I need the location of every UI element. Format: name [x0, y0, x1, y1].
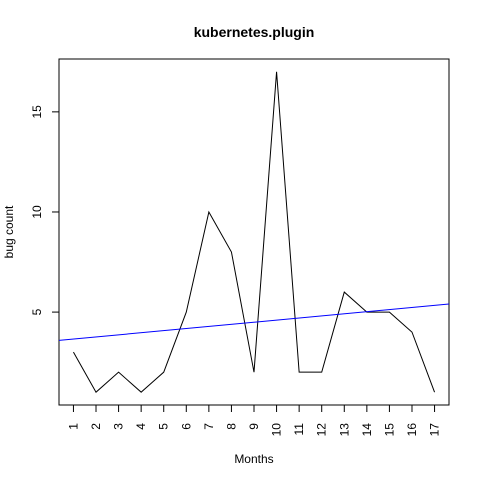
- x-tick-label: 6: [179, 423, 193, 430]
- x-tick-label: 15: [382, 423, 396, 437]
- plot-area: [59, 72, 449, 392]
- plot-frame: [59, 59, 449, 405]
- y-axis: 5 10 15: [30, 105, 59, 316]
- x-tick-label: 1: [66, 423, 80, 430]
- x-tick-label: 2: [89, 423, 103, 430]
- series-line: [73, 72, 434, 392]
- x-tick-label: 11: [292, 423, 306, 436]
- x-tick-label: 14: [360, 423, 374, 437]
- x-axis-label: Months: [234, 452, 273, 466]
- x-tick-label: 17: [428, 423, 442, 437]
- x-tick-label: 3: [112, 423, 126, 430]
- x-tick-label: 9: [247, 423, 261, 430]
- x-tick-label: 13: [337, 423, 351, 437]
- trend-line: [59, 304, 449, 340]
- x-tick-label: 16: [405, 423, 419, 437]
- x-tick-label: 8: [224, 423, 238, 430]
- x-tick-label: 4: [134, 423, 148, 430]
- x-tick-label: 7: [202, 423, 216, 430]
- y-axis-label: bug count: [2, 205, 16, 258]
- x-tick-label: 10: [270, 423, 284, 437]
- y-tick-label: 15: [30, 105, 44, 119]
- x-tick-label: 5: [157, 423, 171, 430]
- x-axis: 1 2 3 4 5 6 7 8 9 10 11 12 13 14 15 16 17: [66, 405, 441, 436]
- y-tick-label: 5: [30, 308, 44, 315]
- chart-title: kubernetes.plugin: [194, 24, 315, 40]
- y-tick-label: 10: [30, 205, 44, 219]
- x-tick-label: 12: [315, 423, 329, 437]
